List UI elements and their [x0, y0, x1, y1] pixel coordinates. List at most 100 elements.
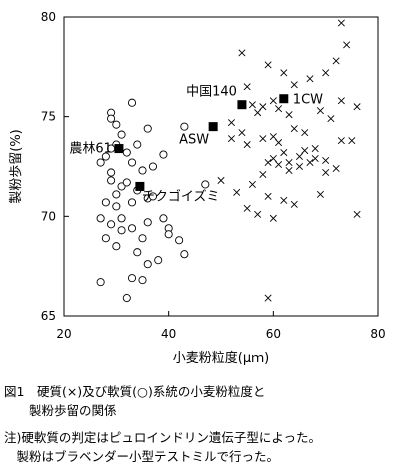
plot-frame	[63, 16, 379, 317]
hard-wheat-point	[290, 81, 298, 89]
variety-label: 農林61	[69, 142, 112, 157]
soft-wheat-point	[112, 202, 121, 211]
data-points	[96, 19, 361, 303]
variety-point	[279, 94, 289, 104]
hard-wheat-point	[233, 188, 241, 196]
soft-wheat-point	[122, 294, 131, 303]
hard-wheat-point	[254, 109, 262, 117]
variety-label: チクゴイズミ	[142, 188, 220, 204]
figure-caption: 図1 硬質(×)及び軟質(○)系統の小麦粉粒度と 製粉歩留の関係	[4, 382, 265, 420]
scatter-chart: 20 40 60 80 65 70 75 80 中国140 1CW ASW 農林61 チクゴイズミ 小…	[9, 10, 386, 366]
hard-wheat-point	[259, 170, 267, 178]
soft-wheat-point	[101, 198, 110, 207]
hard-wheat-point	[353, 103, 361, 111]
soft-wheat-point	[112, 242, 121, 251]
soft-wheat-point	[96, 158, 105, 167]
y-tick-label: 75	[41, 110, 56, 124]
annotations: 中国140 1CW ASW 農林61 チクゴイズミ	[69, 85, 323, 205]
soft-wheat-point	[164, 230, 173, 239]
hard-wheat-point	[243, 204, 251, 212]
hard-wheat-point	[275, 105, 283, 113]
soft-wheat-point	[154, 256, 163, 265]
variety-label: ASW	[179, 133, 209, 148]
soft-wheat-point	[127, 274, 137, 283]
hard-wheat-point	[337, 19, 345, 27]
soft-wheat-point	[107, 176, 116, 185]
hard-wheat-point	[311, 145, 319, 153]
soft-wheat-point	[133, 248, 142, 257]
hard-wheat-point	[248, 101, 256, 109]
soft-wheat-point	[96, 278, 105, 287]
hard-wheat-point	[264, 158, 272, 167]
variety-label: 1CW	[293, 93, 323, 108]
hard-wheat-point	[306, 158, 314, 167]
hard-wheat-point	[280, 149, 288, 157]
hard-wheat-point	[306, 75, 314, 83]
soft-wheat-point	[143, 218, 152, 227]
hard-wheat-point	[269, 214, 277, 222]
axis-ticks: 20 40 60 80 65 70 75 80	[41, 10, 386, 341]
figure-note: 注)硬軟質の判定はピュロインドリン遺伝子型によった。 製粉はブラベンダー小型テス…	[4, 428, 321, 466]
x-tick-label: 80	[370, 327, 385, 341]
variety-point	[237, 100, 247, 110]
hard-wheat-point	[269, 133, 277, 141]
soft-wheat-point	[180, 250, 189, 259]
variety-point	[114, 144, 124, 154]
soft-wheat-point	[107, 220, 116, 229]
soft-wheat-point	[143, 124, 152, 133]
soft-wheat-point	[175, 236, 184, 245]
x-tick-label: 60	[266, 327, 281, 341]
soft-wheat-point	[143, 260, 152, 269]
hard-wheat-point	[248, 180, 256, 188]
hard-wheat-point	[348, 137, 356, 145]
soft-wheat-point	[133, 140, 142, 149]
hard-wheat-point	[337, 97, 345, 105]
hard-wheat-point	[332, 164, 340, 173]
soft-wheat-point	[148, 192, 158, 201]
hard-wheat-point	[238, 129, 246, 137]
hard-wheat-point	[290, 125, 298, 133]
figure-caption-line-2: 製粉歩留の関係	[4, 403, 117, 418]
soft-wheat-point	[138, 166, 147, 175]
hard-wheat-point	[264, 192, 272, 200]
x-axis-label: 小麦粉粒度(μｍ)	[173, 350, 269, 366]
soft-wheat-point	[159, 214, 168, 223]
hard-wheat-point	[259, 135, 267, 143]
figure-caption-line-1: 図1 硬質(×)及び軟質(○)系統の小麦粉粒度と	[4, 384, 266, 399]
hard-wheat-point	[337, 137, 345, 145]
hard-wheat-point	[301, 129, 309, 137]
hard-wheat-point	[259, 103, 267, 111]
soft-wheat-point	[107, 114, 116, 123]
soft-wheat-point	[96, 214, 105, 223]
hard-wheat-point	[217, 176, 225, 184]
soft-wheat-point	[159, 150, 168, 159]
hard-wheat-point	[322, 69, 330, 77]
soft-wheat-point	[148, 162, 158, 171]
hard-wheat-point	[311, 155, 319, 163]
hard-wheat-point	[275, 160, 283, 169]
x-tick-label: 20	[56, 327, 71, 341]
soft-wheat-point	[138, 234, 147, 243]
hard-wheat-point	[243, 141, 251, 149]
hard-wheat-point	[353, 210, 361, 218]
hard-wheat-point	[280, 69, 288, 77]
soft-wheat-point	[117, 226, 126, 235]
hard-wheat-point	[227, 135, 235, 143]
y-tick-label: 80	[41, 10, 56, 24]
hard-wheat-point	[264, 61, 272, 69]
hard-wheat-point	[280, 196, 288, 204]
plot-border	[63, 16, 379, 317]
hard-wheat-point	[227, 119, 235, 127]
soft-wheat-point	[122, 148, 131, 157]
hard-wheat-point	[254, 210, 262, 218]
hard-wheat-point	[332, 57, 340, 65]
hard-wheat-point	[322, 168, 330, 176]
hard-wheat-point	[327, 115, 335, 123]
soft-wheat-point	[122, 178, 131, 187]
soft-wheat-point	[138, 276, 147, 285]
hard-wheat-point	[243, 83, 251, 91]
soft-wheat-point	[107, 168, 116, 177]
hard-wheat-point	[269, 155, 277, 163]
hard-wheat-point	[343, 41, 351, 49]
y-axis-label: 製粉歩留(%)	[9, 129, 24, 204]
